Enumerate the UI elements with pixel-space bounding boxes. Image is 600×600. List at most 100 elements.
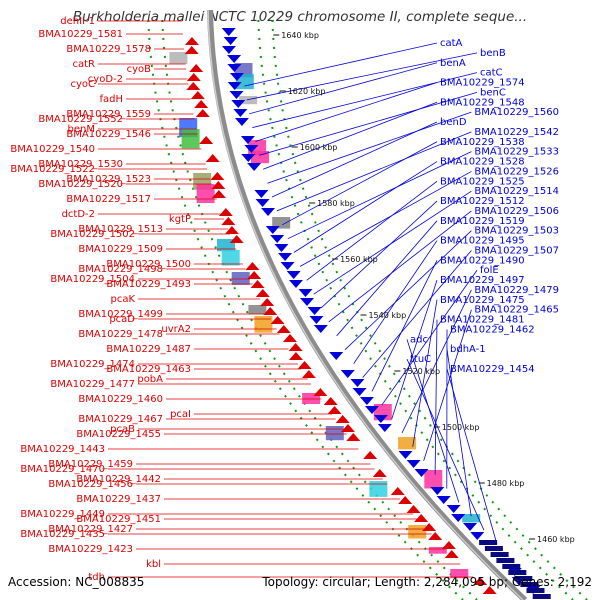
forward-gene-arrow [234,118,249,126]
gene-label-left: BMA10229_1478 [78,329,163,340]
forward-gene-arrow [227,55,242,63]
reverse-gene-arrow [372,469,387,477]
gene-label-right: BMA10229_1479 [474,285,559,296]
forward-gene-arrow [231,100,246,108]
gene-label-left: BMA10229_1477 [50,379,135,390]
reverse-gene-arrow [346,433,361,441]
gene-label-right: catC [480,68,503,79]
forward-gene-arrow [359,397,374,405]
right-leader-line [299,171,472,267]
gene-label-left: BMA10229_1517 [66,194,151,205]
forward-gene-arrow [414,469,429,477]
kbp-tick-label: 1500 kbp [442,423,480,432]
right-leader-line [306,180,438,281]
gene-label-right: benA [440,58,466,69]
right-leader-line [381,269,478,406]
gene-label-right: BMA10229_1454 [450,364,535,375]
gene-label-left: BMA10229_1540 [10,144,95,155]
gene-label-left: BMA10229_1437 [76,494,161,505]
gene-label-left: BMA10229_1423 [48,544,133,555]
forward-gene-block [496,558,515,563]
forward-gene-arrow [288,280,303,288]
feature-block [169,52,188,65]
right-leader-line [287,151,472,240]
reverse-gene-arrow [250,280,265,288]
backbone-ring [207,9,528,600]
forward-gene-arrow [446,505,461,513]
right-leader-line [406,339,460,503]
forward-gene-arrow [451,514,466,522]
gene-label-right: BMA10229_1490 [440,255,525,266]
right-leader-line [353,240,438,364]
reverse-gene-arrow [210,172,225,180]
reverse-gene-arrow [247,271,262,279]
gene-label-left: BMA10229_1546 [66,129,151,140]
forward-gene-arrow [221,28,236,36]
gene-label-right: BMA10229_1574 [440,78,525,89]
gene-label-left: BMA10229_1456 [48,479,133,490]
gene-label-right: ttuC [410,354,431,365]
gene-label-right: benD [440,117,467,128]
gene-label-left: BMA10229_1581 [38,29,123,40]
reverse-gene-arrow [260,298,275,306]
gene-label-left: cyoD-2 [88,74,123,85]
kbp-tick-label: 1580 kbp [317,199,355,208]
reverse-gene-arrow [224,226,239,234]
gene-labels: dehII-1 BMA10229_1581 BMA10229_1578 catR cyo… [10,16,559,583]
forward-gene-arrow [309,316,324,324]
forward-gene-arrow [265,226,280,234]
reverse-gene-arrow [414,514,429,522]
reverse-gene-arrow [270,316,285,324]
right-leader-line [362,250,472,378]
kbp-tick-label: 1480 kbp [487,479,525,488]
gene-label-right: BMA10229_1533 [474,147,559,158]
gene-label-left: BMA10229_1427 [48,524,133,535]
forward-gene-arrow [227,82,242,90]
reverse-gene-arrow [195,109,210,117]
gene-label-left: pobA [137,374,163,385]
forward-gene-arrow [227,64,242,72]
gene-label-left: BMA10229_1449 [20,509,105,520]
forward-gene-block [508,570,527,575]
backbone-curve [207,9,528,600]
gene-label-left: BMA10229_1513 [78,224,163,235]
forward-gene-arrow [350,379,365,387]
gene-label-left: BMA10229_1523 [66,174,151,185]
reverse-gene-arrow [229,235,244,243]
reverse-gene-arrow [189,64,204,72]
forward-gene-arrow [406,460,421,468]
gene-label-left: BMA10229_1500 [106,259,191,270]
gene-label-left: pcaI [170,409,191,420]
right-leader-line [246,52,478,101]
reverse-gene-arrow [211,190,226,198]
reverse-gene-arrow [184,46,199,54]
reverse-gene-arrow [335,415,350,423]
feature-block [235,74,254,90]
feature-block [231,272,250,285]
right-leader-line [371,260,438,392]
feature-block [398,437,417,450]
reverse-gene-arrow [428,532,443,540]
accession-text: Accession: NC_008835 [8,575,145,589]
gene-label-right: BMA10229_1481 [440,315,525,326]
gene-label-right: BMA10229_1506 [474,206,559,217]
forward-gene-arrow [398,451,413,459]
gene-label-left: fadH [99,94,123,105]
forward-gene-arrow [274,244,289,252]
forward-gene-arrow [233,109,248,117]
feature-block [462,514,481,523]
forward-gene-arrow [229,91,244,99]
forward-gene-arrow [470,532,485,540]
right-leader-line [255,82,438,142]
gene-label-left: benM [68,124,95,135]
forward-gene-arrow [364,406,379,414]
forward-gene-arrow [223,37,238,45]
feature-block [239,96,258,105]
gene-label-left: BMA10229_1443 [20,444,105,455]
gene-label-left: BMA10229_1451 [76,514,161,525]
reverse-gene-arrow [186,73,201,81]
feature-block [325,426,344,441]
reverse-gene-arrow [184,37,199,45]
reverse-gene-arrow [441,541,456,549]
kbp-tick-label: 1640 kbp [281,31,319,40]
